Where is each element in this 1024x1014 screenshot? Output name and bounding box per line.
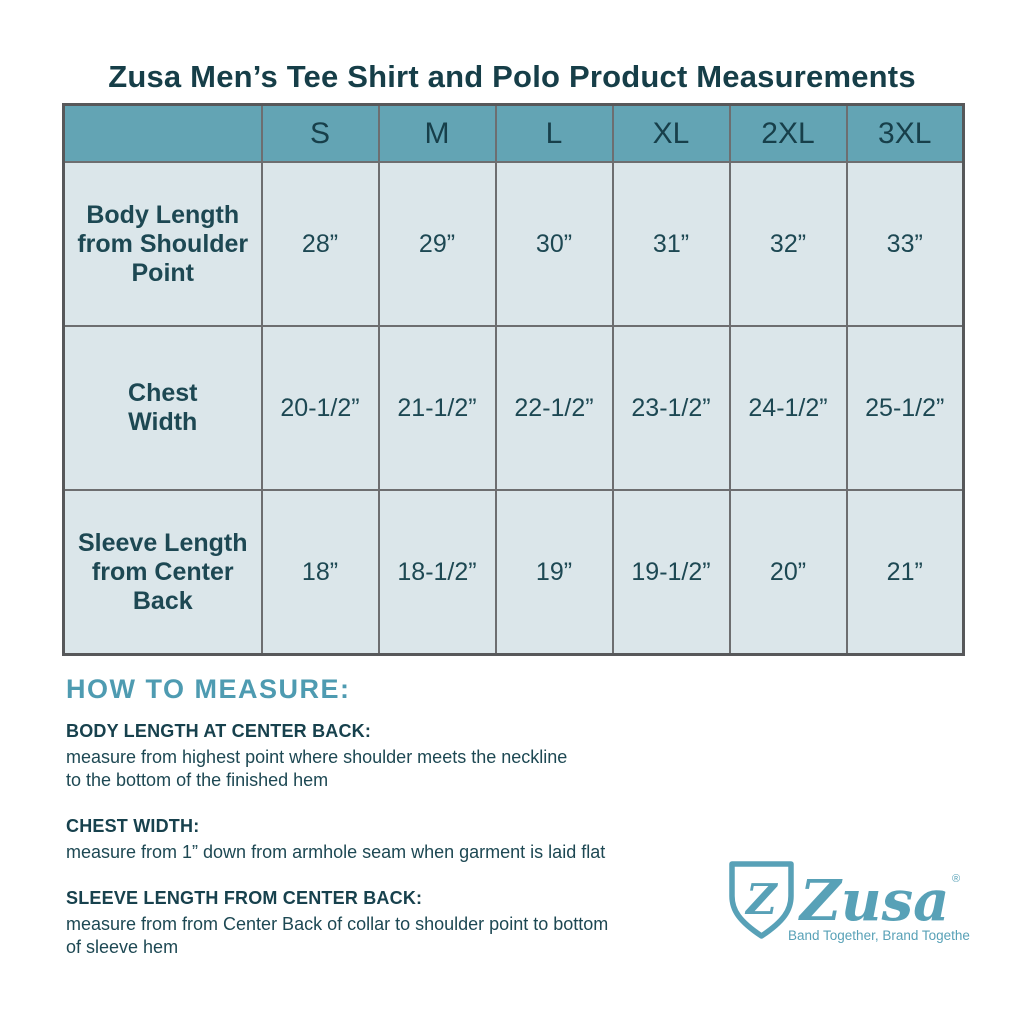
measure-section-title: SLEEVE LENGTH FROM CENTER BACK: <box>66 888 423 908</box>
col-header-s: S <box>260 103 380 163</box>
measurement-cell: 28” <box>260 161 380 327</box>
measure-section-text: measure from 1” down from armhole seam w… <box>66 842 606 862</box>
measurements-table: S M L XL 2XL 3XL Body Length from Should… <box>62 103 965 656</box>
measurement-cell: 24-1/2” <box>728 325 848 491</box>
measurement-cell: 23-1/2” <box>611 325 731 491</box>
measurement-cell: 20-1/2” <box>260 325 380 491</box>
measurement-cell: 31” <box>611 161 731 327</box>
how-to-measure-heading: HOW TO MEASURE: <box>66 674 351 704</box>
measurement-cell: 33” <box>845 161 965 327</box>
measure-section-title: BODY LENGTH AT CENTER BACK: <box>66 721 372 741</box>
measurement-cell: 19-1/2” <box>611 489 731 656</box>
table-row-chest-width: Chest Width 20-1/2” 21-1/2” 22-1/2” 23-1… <box>62 325 965 491</box>
measurement-cell: 21-1/2” <box>377 325 497 491</box>
measurements-table-container: S M L XL 2XL 3XL Body Length from Should… <box>62 103 965 656</box>
measurement-cell: 19” <box>494 489 614 656</box>
measurement-cell: 20” <box>728 489 848 656</box>
row-label-chest-width: Chest Width <box>62 325 263 491</box>
measure-section-title: CHEST WIDTH: <box>66 816 200 836</box>
table-row-body-length: Body Length from Shoulder Point 28” 29” … <box>62 161 965 327</box>
measure-section-body-length: BODY LENGTH AT CENTER BACK: measure from… <box>66 721 766 792</box>
logo-wordmark: Zusa <box>798 868 949 934</box>
shield-icon <box>729 861 794 939</box>
page-title: Zusa Men’s Tee Shirt and Polo Product Me… <box>108 58 916 94</box>
row-label-sleeve-length: Sleeve Length from Center Back <box>62 489 263 656</box>
measure-section-chest-width: CHEST WIDTH: measure from 1” down from a… <box>66 816 766 864</box>
col-header-xl: XL <box>611 103 731 163</box>
measurement-cell: 22-1/2” <box>494 325 614 491</box>
shield-letter: Z <box>744 875 778 924</box>
logo-tagline: Band Together, Brand Together. <box>788 928 970 943</box>
measure-section-text: measure from from Center Back of collar … <box>66 914 609 957</box>
col-header-l: L <box>494 103 614 163</box>
corner-cell <box>62 103 263 163</box>
col-header-m: M <box>377 103 497 163</box>
row-label-body-length: Body Length from Shoulder Point <box>62 161 263 327</box>
registered-mark: ® <box>952 873 960 885</box>
table-row-sleeve-length: Sleeve Length from Center Back 18” 18-1/… <box>62 489 965 656</box>
zusa-logo: Z Zusa ® Band Together, Brand Together. <box>726 858 970 954</box>
measurement-cell: 32” <box>728 161 848 327</box>
measure-section-text: measure from highest point where shoulde… <box>66 747 568 790</box>
measurement-cell: 18” <box>260 489 380 656</box>
size-header-row: S M L XL 2XL 3XL <box>62 103 965 163</box>
how-to-measure-section: HOW TO MEASURE: BODY LENGTH AT CENTER BA… <box>66 674 766 983</box>
col-header-3xl: 3XL <box>845 103 965 163</box>
measurement-cell: 18-1/2” <box>377 489 497 656</box>
measurement-cell: 21” <box>845 489 965 656</box>
measurement-cell: 29” <box>377 161 497 327</box>
measurement-cell: 25-1/2” <box>845 325 965 491</box>
measure-section-sleeve-length: SLEEVE LENGTH FROM CENTER BACK: measure … <box>66 888 766 959</box>
col-header-2xl: 2XL <box>728 103 848 163</box>
measurement-cell: 30” <box>494 161 614 327</box>
